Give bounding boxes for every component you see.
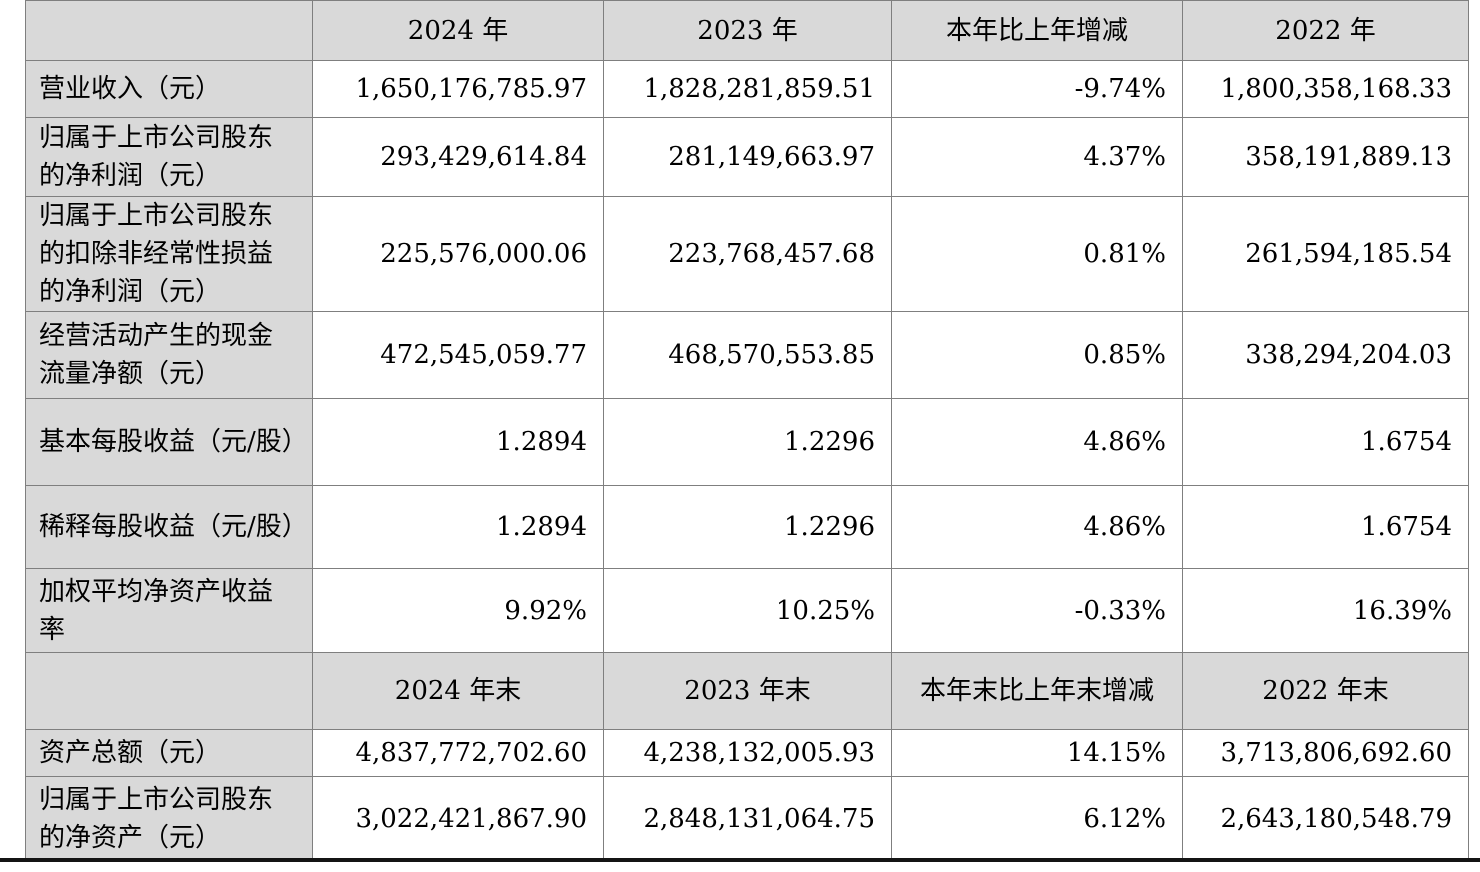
value-cell: 2,848,131,064.75 [603, 776, 892, 862]
column-header-cell: 2023 年末 [603, 652, 892, 730]
row-label-cell: 资产总额（元） [25, 729, 313, 777]
column-header-cell: 本年比上年增减 [891, 0, 1183, 61]
value-cell: 293,429,614.84 [312, 117, 604, 197]
bottom-rule [0, 858, 1480, 862]
value-cell: 4.86% [891, 398, 1183, 486]
value-cell: 1,828,281,859.51 [603, 60, 892, 118]
value-cell: 0.81% [891, 196, 1183, 312]
table-row-diluted-eps: 稀释每股收益（元/股） 1.2894 1.2296 4.86% 1.6754 [25, 485, 1469, 569]
value-cell: 1.6754 [1182, 398, 1469, 486]
column-header-cell: 本年末比上年末增减 [891, 652, 1183, 730]
value-cell: 1.2296 [603, 485, 892, 569]
value-cell: 9.92% [312, 568, 604, 653]
table-row-net-profit: 归属于上市公司股东的净利润（元） 293,429,614.84 281,149,… [25, 117, 1469, 197]
value-cell: 10.25% [603, 568, 892, 653]
value-cell: -0.33% [891, 568, 1183, 653]
table-header-row-year-end: 2024 年末 2023 年末 本年末比上年末增减 2022 年末 [25, 652, 1469, 730]
value-cell: 1.2894 [312, 485, 604, 569]
value-cell: 6.12% [891, 776, 1183, 862]
row-label-cell: 稀释每股收益（元/股） [25, 485, 313, 569]
value-cell: 281,149,663.97 [603, 117, 892, 197]
table-row-total-assets: 资产总额（元） 4,837,772,702.60 4,238,132,005.9… [25, 729, 1469, 777]
value-cell: 14.15% [891, 729, 1183, 777]
value-cell: 223,768,457.68 [603, 196, 892, 312]
table-row-net-profit-excl-nonrecurring: 归属于上市公司股东的扣除非经常性损益的净利润（元） 225,576,000.06… [25, 196, 1469, 312]
table-row-operating-revenue: 营业收入（元） 1,650,176,785.97 1,828,281,859.5… [25, 60, 1469, 118]
value-cell: -9.74% [891, 60, 1183, 118]
value-cell: 4.37% [891, 117, 1183, 197]
financial-summary-table: 2024 年 2023 年 本年比上年增减 2022 年 营业收入（元） 1,6… [25, 0, 1469, 862]
value-cell: 472,545,059.77 [312, 311, 604, 399]
table-row-net-assets: 归属于上市公司股东的净资产（元） 3,022,421,867.90 2,848,… [25, 776, 1469, 862]
value-cell: 16.39% [1182, 568, 1469, 653]
row-label-cell: 归属于上市公司股东的净利润（元） [25, 117, 313, 197]
row-label-cell: 加权平均净资产收益率 [25, 568, 313, 653]
row-label-cell: 归属于上市公司股东的扣除非经常性损益的净利润（元） [25, 196, 313, 312]
value-cell: 4.86% [891, 485, 1183, 569]
column-header-cell: 2023 年 [603, 0, 892, 61]
column-header-cell [25, 0, 313, 61]
column-header-cell [25, 652, 313, 730]
row-label-cell: 营业收入（元） [25, 60, 313, 118]
row-label-cell: 基本每股收益（元/股） [25, 398, 313, 486]
value-cell: 225,576,000.06 [312, 196, 604, 312]
value-cell: 2,643,180,548.79 [1182, 776, 1469, 862]
table-row-weighted-avg-roe: 加权平均净资产收益率 9.92% 10.25% -0.33% 16.39% [25, 568, 1469, 653]
table-row-basic-eps: 基本每股收益（元/股） 1.2894 1.2296 4.86% 1.6754 [25, 398, 1469, 486]
column-header-cell: 2022 年末 [1182, 652, 1469, 730]
value-cell: 3,713,806,692.60 [1182, 729, 1469, 777]
value-cell: 338,294,204.03 [1182, 311, 1469, 399]
value-cell: 358,191,889.13 [1182, 117, 1469, 197]
value-cell: 4,837,772,702.60 [312, 729, 604, 777]
value-cell: 0.85% [891, 311, 1183, 399]
value-cell: 3,022,421,867.90 [312, 776, 604, 862]
table-row-operating-cash-flow: 经营活动产生的现金流量净额（元） 472,545,059.77 468,570,… [25, 311, 1469, 399]
column-header-cell: 2024 年 [312, 0, 604, 61]
column-header-cell: 2022 年 [1182, 0, 1469, 61]
table-header-row-annual: 2024 年 2023 年 本年比上年增减 2022 年 [25, 0, 1469, 61]
value-cell: 1,650,176,785.97 [312, 60, 604, 118]
row-label-cell: 归属于上市公司股东的净资产（元） [25, 776, 313, 862]
value-cell: 4,238,132,005.93 [603, 729, 892, 777]
value-cell: 468,570,553.85 [603, 311, 892, 399]
column-header-cell: 2024 年末 [312, 652, 604, 730]
row-label-cell: 经营活动产生的现金流量净额（元） [25, 311, 313, 399]
value-cell: 1,800,358,168.33 [1182, 60, 1469, 118]
value-cell: 1.2894 [312, 398, 604, 486]
value-cell: 261,594,185.54 [1182, 196, 1469, 312]
value-cell: 1.6754 [1182, 485, 1469, 569]
value-cell: 1.2296 [603, 398, 892, 486]
